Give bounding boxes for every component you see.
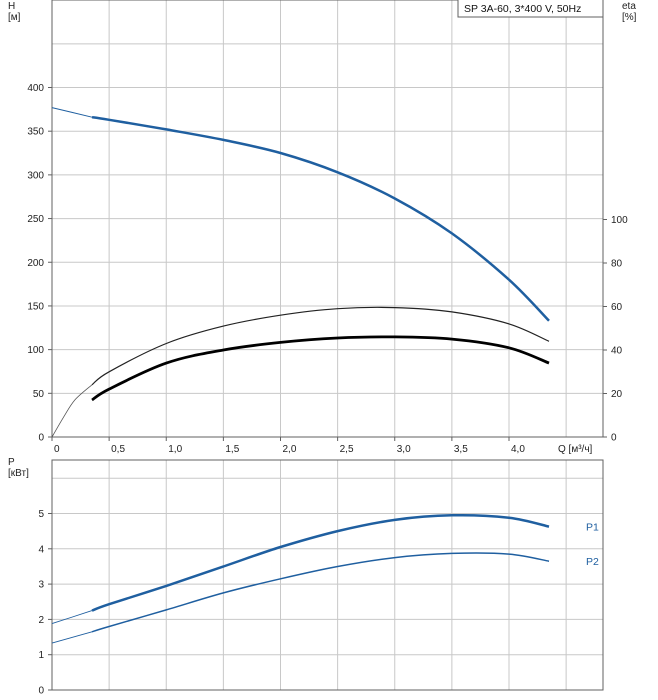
y-tick-label: 350 [27,127,44,138]
y-tick-label: 250 [27,214,44,225]
y-tick-label: 0 [38,433,44,444]
x-tick-label: 3,0 [397,444,411,455]
head-axis-label: H [8,1,15,12]
eta-axis-unit: [%] [622,12,637,23]
eta-tick-label: 0 [611,433,617,444]
eta-tick-label: 80 [611,259,623,270]
power-curve-extrapolated [51,631,93,644]
p1-curve [91,513,550,612]
x-tick-label: 3,5 [454,444,468,455]
x-tick-label: 4,0 [511,444,525,455]
head-axis-unit: [м] [8,12,21,23]
chart-title: SP 3A-60, 3*400 V, 50Hz [464,3,581,15]
power-curve-extrapolated [51,610,93,625]
p2-label: P2 [586,556,599,568]
y-tick-label: 4 [38,544,44,555]
flow-axis-label: Q [м³/ч] [558,444,593,455]
y-tick-label: 0 [38,686,44,697]
y-tick-label: 200 [27,258,44,269]
x-tick-label: 2,5 [340,444,354,455]
plot-frame [51,459,604,691]
total-efficiency-curve [91,335,550,402]
x-tick-label: 0,5 [111,444,125,455]
eta-tick-label: 40 [611,346,623,357]
chart-title-box [457,0,604,18]
eta-tick-label: 60 [611,302,623,313]
p1-label: P1 [586,522,599,534]
y-tick-label: 3 [38,580,44,591]
power-axis-label: P [8,457,15,468]
head-efficiency-chart: 0 50 100 150 200 250 300 350 400 0 20 40 60 80 100 0 0,5… [27,0,628,455]
pump-efficiency-curve-extrapolated [51,384,93,438]
x-tick-label: 0 [54,444,60,455]
y-tick-label: 50 [33,389,45,400]
p2-curve [91,552,550,633]
head-curve-extrapolated [51,107,93,118]
x-tick-label: 1,5 [225,444,239,455]
eta-axis-label: eta [622,1,636,12]
y-tick-label: 2 [38,615,44,626]
y-tick-label: 100 [27,345,44,356]
y-tick-label: 150 [27,301,44,312]
x-tick-label: 1,0 [168,444,182,455]
y-tick-label: 5 [38,509,44,520]
pump-efficiency-curve [91,306,550,386]
eta-tick-label: 20 [611,389,623,400]
y-tick-label: 400 [27,83,44,94]
head-curve [91,115,550,322]
power-axis-unit: [кВт] [8,468,29,479]
y-tick-label: 300 [27,170,44,181]
y-tick-label: 1 [38,650,44,661]
power-chart: 0 1 2 3 4 5 P1 P2 [38,459,604,697]
x-tick-label: 2,0 [283,444,297,455]
eta-tick-label: 100 [611,215,628,226]
